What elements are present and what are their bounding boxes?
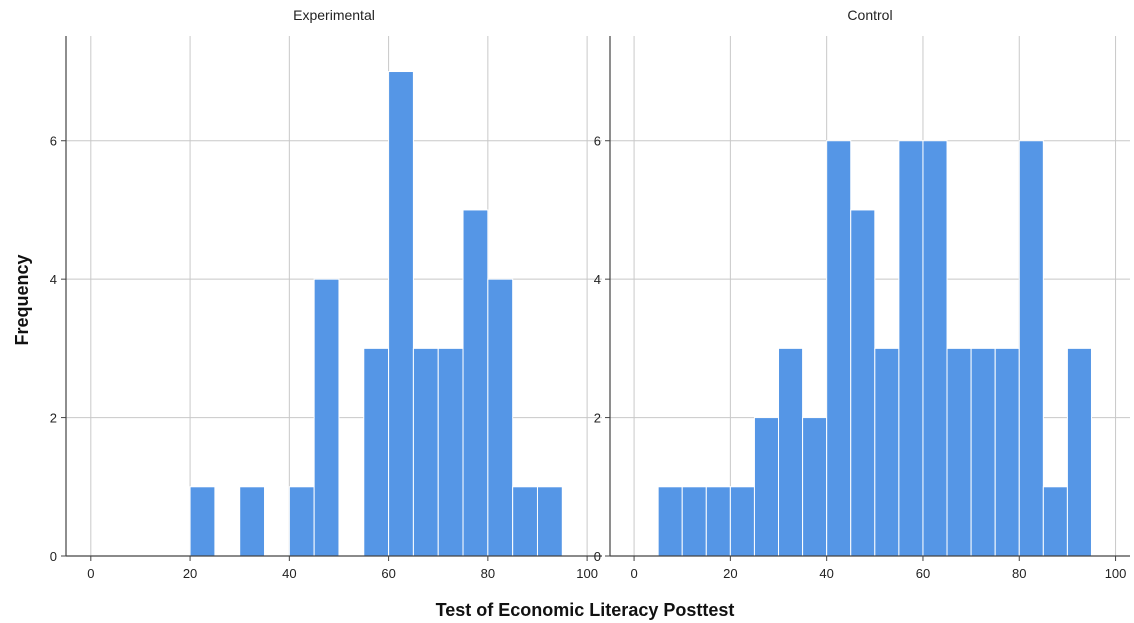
histogram-bar xyxy=(412,347,439,557)
y-tick-label: 6 xyxy=(50,134,57,149)
histogram-bar xyxy=(826,140,852,557)
x-tick-label: 40 xyxy=(282,566,296,581)
histogram-bar xyxy=(437,347,464,557)
histogram-bar xyxy=(388,71,414,557)
x-tick-label: 80 xyxy=(1012,566,1026,581)
histogram-bar xyxy=(874,347,900,557)
x-tick-label: 40 xyxy=(819,566,833,581)
x-tick-label: 100 xyxy=(576,566,598,581)
y-tick-label: 4 xyxy=(50,272,57,287)
x-axis-title: Test of Economic Literacy Posttest xyxy=(436,600,735,620)
histogram-bar xyxy=(970,347,996,557)
histogram-bar xyxy=(363,347,390,557)
y-tick-label: 0 xyxy=(594,549,601,564)
panel-title: Control xyxy=(847,7,892,23)
histogram-bar xyxy=(753,417,780,557)
panel-control: 0 20 40 60 80 100 0 2 4 6 Control xyxy=(594,7,1130,581)
histogram-bar xyxy=(462,209,489,557)
histogram-bar xyxy=(729,486,755,557)
x-tick-label: 60 xyxy=(916,566,930,581)
x-tick-label: 0 xyxy=(630,566,637,581)
x-tick-label: 20 xyxy=(723,566,737,581)
x-tick-label: 80 xyxy=(481,566,495,581)
histogram-bar xyxy=(681,486,707,557)
histogram-bar xyxy=(802,417,828,557)
histogram-bar xyxy=(313,278,340,557)
histogram-bar xyxy=(487,278,514,557)
y-tick-label: 2 xyxy=(50,411,57,426)
histogram-bar xyxy=(239,486,266,557)
y-tick-label: 4 xyxy=(594,272,601,287)
x-tick-label: 0 xyxy=(87,566,94,581)
histogram-bar xyxy=(1042,486,1068,557)
histogram-bar xyxy=(898,140,924,557)
histogram-bar xyxy=(512,486,538,557)
x-tick-label: 20 xyxy=(183,566,197,581)
histogram-bar xyxy=(778,347,804,557)
y-tick-label: 2 xyxy=(594,411,601,426)
y-tick-label: 0 xyxy=(50,549,57,564)
histogram-bar xyxy=(1066,347,1092,557)
y-axis-title: Frequency xyxy=(12,254,32,345)
histogram-bar xyxy=(1018,140,1044,557)
histogram-bar xyxy=(994,347,1020,557)
panel-title: Experimental xyxy=(293,7,375,23)
y-tick-label: 6 xyxy=(594,134,601,149)
histogram-bar xyxy=(705,486,731,557)
histogram-bar xyxy=(850,209,876,557)
histogram-bar xyxy=(946,347,972,557)
histogram-bar xyxy=(922,140,948,557)
histogram-bar xyxy=(189,486,216,557)
x-tick-label: 100 xyxy=(1105,566,1127,581)
histogram-bar xyxy=(657,486,683,557)
histogram-bar xyxy=(536,486,563,557)
x-tick-label: 60 xyxy=(381,566,395,581)
histogram-bar xyxy=(288,486,315,557)
